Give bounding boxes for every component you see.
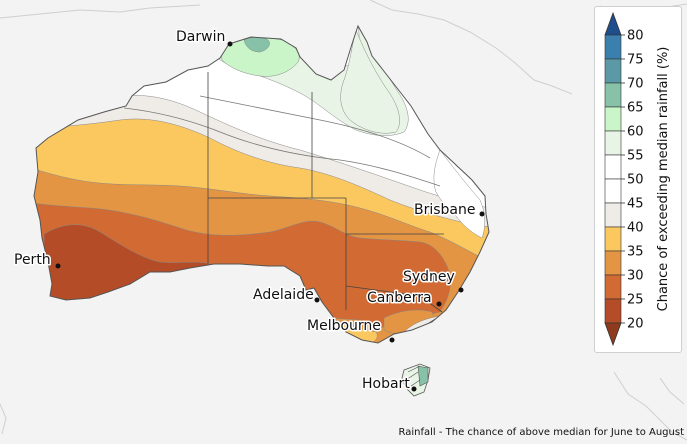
legend-swatch-60-65	[604, 106, 622, 132]
perth-label: Perth	[14, 252, 51, 268]
state-borders	[207, 72, 444, 313]
legend-swatch-55-60	[604, 130, 622, 156]
legend-tick-label: 65	[627, 101, 644, 116]
legend-swatch-20-25	[604, 298, 622, 324]
legend-swatch-70-75	[604, 58, 622, 84]
legend-tick-label: 55	[627, 149, 644, 164]
adelaide-label: Adelaide	[253, 287, 314, 303]
brisbane-label: Brisbane	[414, 202, 476, 218]
brisbane-marker	[479, 211, 485, 217]
city-markers: Darwin Brisbane Perth Sydney Adelaide Ca…	[13, 28, 485, 394]
legend-swatch-75-80	[604, 34, 622, 60]
legend-swatch-30-35	[604, 250, 622, 276]
darwin-label: Darwin	[176, 29, 225, 45]
hobart-marker	[411, 386, 417, 392]
legend-tick-label: 35	[627, 245, 644, 260]
hobart-label: Hobart	[362, 376, 410, 392]
legend-swatch-25-30	[604, 274, 622, 300]
legend-tick-label: 40	[627, 221, 644, 236]
legend-swatch-under-20	[604, 322, 622, 347]
canberra-label: Canberra	[367, 290, 432, 306]
band-25-30	[34, 197, 451, 329]
band-east-coast-white	[433, 149, 485, 239]
legend-tick-label: 80	[627, 29, 644, 44]
legend-tick-label: 30	[627, 269, 644, 284]
legend-tick-label: 25	[627, 293, 644, 308]
melbourne-marker	[389, 337, 395, 343]
legend-title: Chance of exceeding median rainfall (%)	[656, 47, 671, 312]
legend-swatch-40-45	[604, 202, 622, 228]
legend-tick-label: 75	[627, 53, 644, 68]
band-55-60-northeast	[340, 29, 400, 134]
legend-swatches	[604, 11, 622, 347]
adelaide-marker	[314, 297, 320, 303]
contour-lines	[123, 95, 441, 187]
legend-colorbar: 80 75 70 65 60 55 50 45 40 35 30 25 20 Chance of exc…	[604, 11, 671, 347]
perth-marker	[55, 263, 61, 269]
legend-tick-label: 60	[627, 125, 644, 140]
legend-ticks: 80 75 70 65 60 55 50 45 40 35 30 25 20	[621, 29, 644, 332]
legend-tick-label: 70	[627, 77, 644, 92]
legend-swatch-50-55	[604, 154, 622, 180]
legend-swatch-35-40	[604, 226, 622, 252]
legend-swatch-65-70	[604, 82, 622, 108]
map-caption: Rainfall - The chance of above median fo…	[398, 427, 684, 438]
legend: 80 75 70 65 60 55 50 45 40 35 30 25 20 Chance of exc…	[594, 6, 682, 353]
legend-tick-label: 20	[627, 317, 644, 332]
legend-tick-label: 50	[627, 173, 644, 188]
legend-swatch-over-80	[604, 11, 622, 36]
tasmania	[401, 363, 431, 397]
legend-swatch-45-50	[604, 178, 622, 204]
canberra-marker	[436, 301, 442, 307]
sydney-marker	[458, 287, 464, 293]
legend-tick-label: 45	[627, 197, 644, 212]
sydney-label: Sydney	[403, 269, 455, 285]
darwin-marker	[227, 41, 233, 47]
melbourne-label: Melbourne	[307, 318, 381, 334]
